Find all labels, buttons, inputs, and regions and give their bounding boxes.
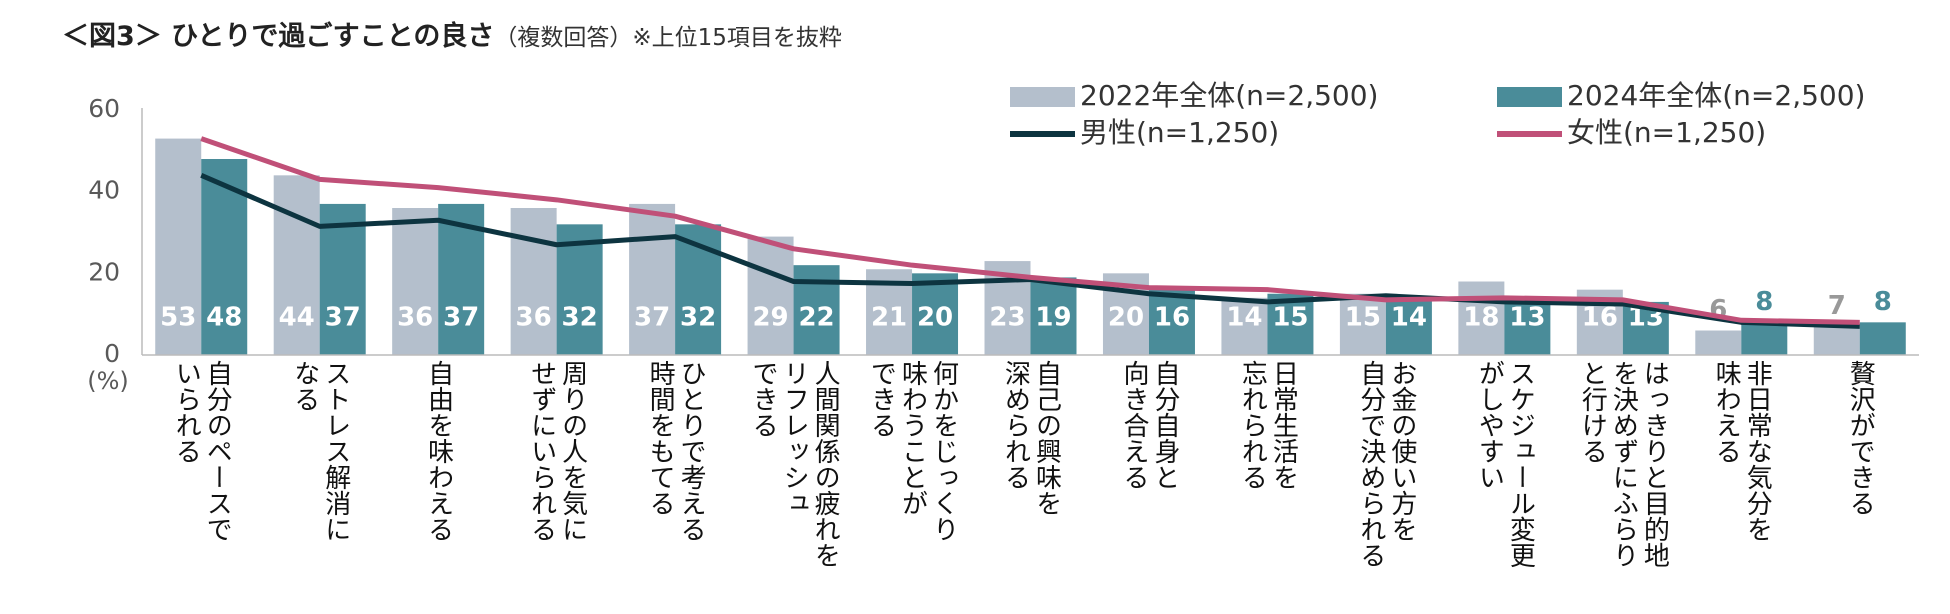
x-tick-label: 自分自身と 向き合える: [1118, 360, 1180, 490]
value-label: 37: [443, 303, 479, 333]
value-label: 44: [279, 303, 315, 333]
line-series: [200, 136, 1860, 325]
bar: [1339, 293, 1386, 355]
value-label: 16: [1154, 303, 1190, 333]
x-tick-label: 自分のペースで いられる: [171, 360, 233, 542]
value-label: 21: [871, 303, 907, 333]
bar: [273, 175, 320, 355]
bar: [510, 208, 557, 355]
value-label: 16: [1582, 303, 1618, 333]
value-label: 32: [680, 303, 716, 333]
x-tick-label: 自由を味わえる: [423, 360, 454, 542]
x-tick-label: 何かをじっくり 味わうことが できる: [866, 360, 959, 542]
bar: [1458, 281, 1505, 355]
x-tick-label: 日常生活を 忘れられる: [1237, 360, 1299, 490]
chart-subtitle: （複数回答）※上位15項目を抜粋: [494, 25, 842, 51]
value-label: 22: [798, 303, 834, 333]
x-tick-label: ひとりで考える 時間をもてる: [645, 360, 707, 542]
y-tick-label: 60: [88, 94, 120, 123]
bar: [1221, 297, 1268, 355]
value-label: 23: [989, 303, 1025, 333]
x-tick-label: 非日常な気分を 味わえる: [1711, 360, 1773, 542]
value-label: 14: [1391, 303, 1427, 333]
value-label: 48: [206, 303, 242, 333]
legend-swatch: [1497, 87, 1562, 107]
value-label: 36: [516, 303, 552, 333]
bar: [392, 208, 439, 355]
legend-label: 女性(n=1,250): [1567, 116, 1766, 149]
bar: [912, 273, 959, 355]
value-label: 53: [160, 303, 196, 333]
legend-label: 2024年全体(n=2,500): [1567, 79, 1865, 112]
value-label: 18: [1463, 303, 1499, 333]
bar: [1030, 277, 1077, 355]
bar: [319, 203, 366, 355]
value-label: 20: [917, 303, 953, 333]
y-tick-label: 20: [88, 257, 120, 286]
x-tick-label: 人間関係の疲れを リフレッシュ できる: [748, 360, 841, 568]
value-label: 37: [634, 303, 670, 333]
title-block: ＜図3＞ ひとりで過ごすことの良さ（複数回答）※上位15項目を抜粋: [62, 14, 842, 53]
value-label: 8: [1874, 287, 1892, 317]
value-label: 7: [1828, 291, 1846, 321]
legend-label: 男性(n=1,250): [1080, 116, 1279, 149]
bar: [747, 236, 794, 355]
y-tick-label: 40: [88, 176, 120, 205]
value-label: 29: [752, 303, 788, 333]
value-label: 15: [1345, 303, 1381, 333]
bar: [1695, 330, 1742, 355]
bar: [155, 138, 202, 355]
y-tick-label: 0: [104, 339, 120, 368]
value-label: 8: [1755, 287, 1773, 317]
x-tick-label: お金の使い方を 自分で決められる: [1355, 360, 1417, 568]
value-label: 32: [562, 303, 598, 333]
value-label: 20: [1108, 303, 1144, 333]
bar: [1148, 289, 1195, 355]
x-tick-label: 贅沢ができる: [1845, 360, 1876, 516]
bar: [629, 203, 676, 355]
bar: [1859, 322, 1906, 355]
x-tick-label: 自己の興味を 深められる: [1000, 360, 1062, 516]
x-tick-label: 周りの人を気に せずにいられる: [526, 360, 588, 542]
chart-title: ＜図3＞ ひとりで過ごすことの良さ: [62, 21, 495, 52]
value-label: 37: [325, 303, 361, 333]
x-tick-label: スケジュール変更 がしやすい: [1474, 360, 1536, 568]
legend-swatch: [1010, 87, 1075, 107]
bar: [1504, 301, 1551, 355]
bar: [1813, 326, 1860, 355]
value-label: 13: [1509, 303, 1545, 333]
bar: [1741, 322, 1788, 355]
value-label: 36: [397, 303, 433, 333]
x-tick-label: ストレス解消に なる: [289, 360, 351, 542]
value-label: 15: [1272, 303, 1308, 333]
legend-label: 2022年全体(n=2,500): [1080, 79, 1378, 112]
x-tick-label: はっきりと目的地 を決めずにふらり と行ける: [1577, 360, 1670, 568]
bar: [1385, 297, 1432, 355]
value-label: 19: [1035, 303, 1071, 333]
y-unit: (%): [87, 367, 129, 395]
value-label: 14: [1226, 303, 1262, 333]
